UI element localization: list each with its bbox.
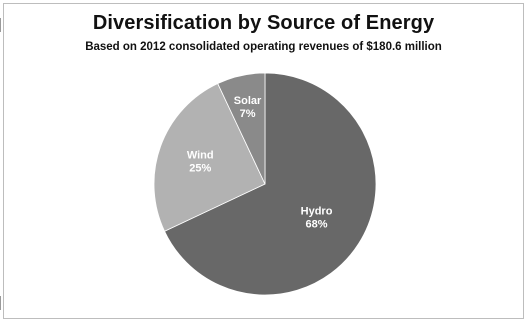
- chart-title: Diversification by Source of Energy: [92, 12, 435, 34]
- pie-slice-solar: [217, 72, 266, 185]
- slice-value-label: 7%: [240, 108, 256, 120]
- pie-slice-wind: [153, 83, 266, 232]
- slice-category-label: Wind: [187, 150, 214, 162]
- pie-slice-hydro: [164, 72, 377, 296]
- left-edge-divider: [0, 18, 1, 32]
- slice-value-label: 25%: [189, 163, 211, 175]
- slice-category-label: Hydro: [301, 206, 333, 218]
- chart-subtitle: Based on 2012 consolidated operating rev…: [85, 41, 442, 53]
- left-edge-divider: [0, 296, 1, 310]
- slice-category-label: Solar: [234, 95, 262, 107]
- slice-value-label: 68%: [306, 219, 328, 231]
